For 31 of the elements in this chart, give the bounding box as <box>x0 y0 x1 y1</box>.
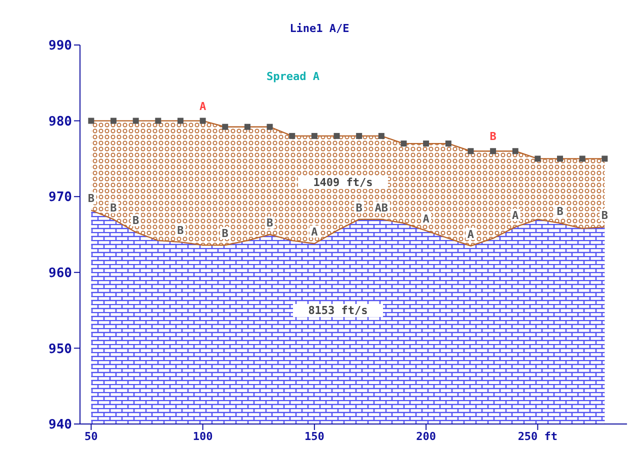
annotation: A <box>311 226 318 239</box>
x-tick-label: 100 <box>192 430 213 443</box>
y-tick-label: 980 <box>48 114 72 130</box>
y-tick-label: 950 <box>48 342 72 357</box>
annotation: 1409 ft/s <box>298 176 388 189</box>
y-tick-label: 990 <box>48 38 72 54</box>
annotation: Spread A <box>266 70 320 83</box>
x-tick-label: 150 <box>304 430 324 443</box>
annotation: B <box>177 224 184 238</box>
annotation: B <box>132 214 140 228</box>
annotation: B <box>88 192 95 206</box>
y-tick-label: 960 <box>48 266 72 282</box>
annotation: A <box>199 100 206 113</box>
annotation: A <box>512 208 520 222</box>
annotation: A <box>422 212 430 226</box>
x-tick-label: 200 <box>416 430 436 443</box>
y-tick-label: 970 <box>48 190 72 206</box>
annotation: B <box>266 216 274 230</box>
annotation: B <box>356 201 363 214</box>
annotation: B <box>556 205 564 218</box>
chart-title: Line1 A/E <box>288 22 350 35</box>
annotation: B <box>110 201 118 214</box>
annotation: A <box>467 228 474 241</box>
x-tick-label: 50 <box>84 430 98 443</box>
x-tick-label: 250 ft <box>518 430 558 443</box>
annotation: 8153 ft/s <box>293 304 383 317</box>
annotation: B <box>222 227 229 240</box>
annotation: AB <box>374 201 388 214</box>
annotation: B <box>490 130 497 144</box>
y-tick-label: 940 <box>48 418 72 433</box>
annotation: B <box>601 208 608 222</box>
